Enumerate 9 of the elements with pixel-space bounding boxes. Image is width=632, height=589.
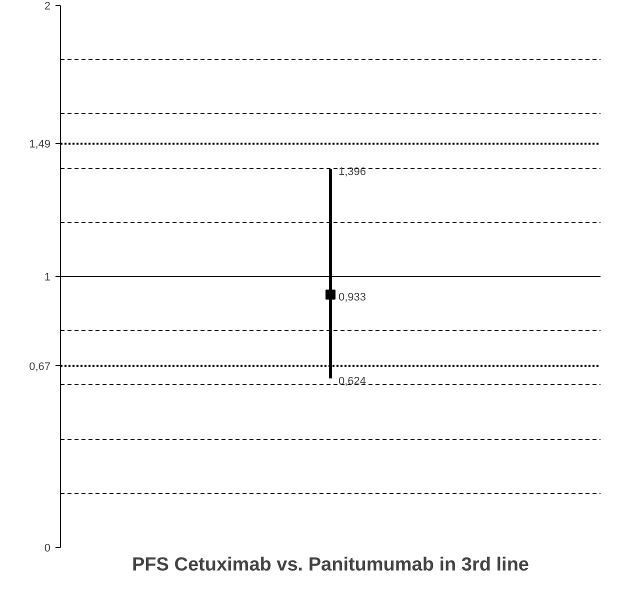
y-tick-label: 0	[44, 542, 51, 554]
data-label: 0,933	[338, 292, 366, 304]
y-tick-label: 2	[44, 0, 51, 12]
y-tick-label: 1	[44, 272, 51, 284]
ref-line-label: 0,67	[29, 360, 51, 373]
ref-line-label: 1,49	[29, 138, 51, 151]
annotation: 1,396	[338, 166, 366, 178]
text: PFS Cetuximab vs. Panitumumab in 3rd line	[132, 554, 529, 576]
annotation: 0,624	[338, 375, 366, 388]
